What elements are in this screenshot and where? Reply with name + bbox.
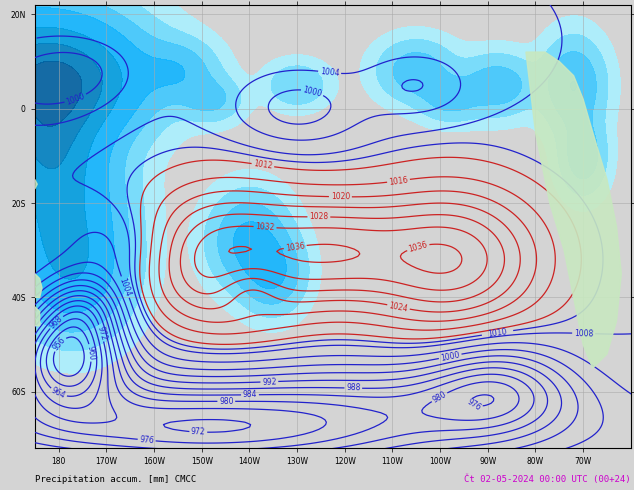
Text: 992: 992 (262, 377, 277, 387)
Text: 992: 992 (42, 456, 58, 466)
Polygon shape (526, 52, 621, 368)
Text: 976: 976 (465, 397, 482, 413)
Text: 1032: 1032 (255, 222, 275, 232)
Text: 1024: 1024 (388, 301, 409, 313)
Text: 1000: 1000 (302, 85, 323, 98)
Text: 988: 988 (346, 384, 361, 393)
Text: 980: 980 (431, 390, 448, 405)
Text: 1020: 1020 (331, 192, 350, 201)
Text: 972: 972 (95, 325, 108, 341)
Text: 1004: 1004 (15, 34, 36, 48)
Text: 1036: 1036 (285, 241, 306, 252)
Polygon shape (25, 307, 40, 326)
Text: 1004: 1004 (118, 276, 133, 298)
Text: Precipitation accum. [mm] CMCC: Precipitation accum. [mm] CMCC (35, 475, 196, 484)
Text: 956: 956 (51, 336, 67, 352)
Text: 1000: 1000 (440, 350, 460, 363)
Text: 968: 968 (48, 314, 65, 330)
Text: 1016: 1016 (389, 175, 409, 187)
Text: 984: 984 (243, 390, 257, 399)
Text: 1008: 1008 (574, 329, 593, 338)
Text: 1000: 1000 (65, 91, 86, 106)
Polygon shape (32, 179, 37, 189)
Text: 964: 964 (50, 386, 67, 400)
Text: 1036: 1036 (408, 240, 429, 254)
Polygon shape (28, 274, 42, 297)
Text: 1028: 1028 (309, 212, 328, 221)
Text: 972: 972 (191, 427, 205, 437)
Text: 980: 980 (219, 397, 233, 406)
Text: 1004: 1004 (320, 67, 340, 78)
Text: 1010: 1010 (488, 327, 508, 339)
Text: 960: 960 (86, 345, 96, 361)
Text: 996: 996 (440, 453, 456, 464)
Text: 976: 976 (139, 435, 154, 445)
Text: Čt 02-05-2024 00:00 UTC (00+24): Čt 02-05-2024 00:00 UTC (00+24) (464, 475, 631, 485)
Text: 1012: 1012 (253, 159, 273, 171)
